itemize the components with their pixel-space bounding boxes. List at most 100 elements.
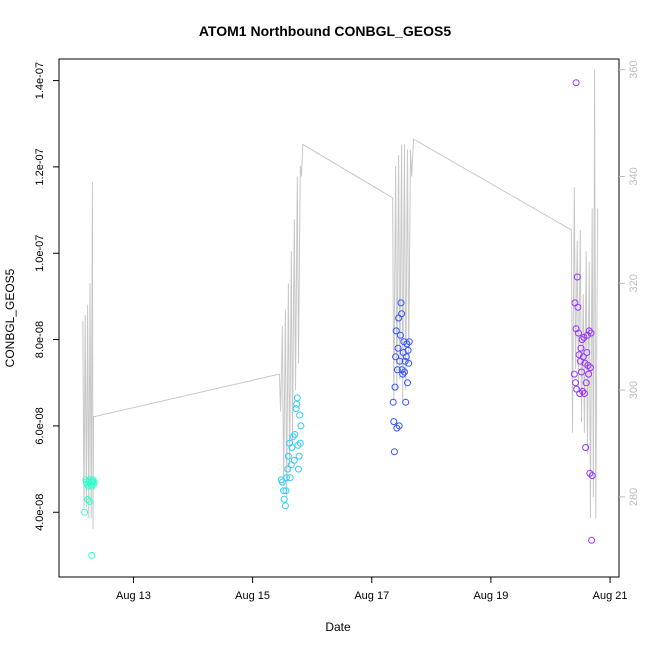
data-point-series-2 xyxy=(278,478,286,486)
data-point-series-3 xyxy=(389,398,397,406)
y2-tick-label: 360 xyxy=(628,61,640,79)
data-point-series-2 xyxy=(280,495,288,503)
data-point-series-1 xyxy=(88,551,96,559)
data-point-series-4 xyxy=(583,331,591,339)
data-point-series-4 xyxy=(580,390,588,397)
data-point-series-2 xyxy=(284,452,292,460)
data-point-series-4 xyxy=(583,349,591,356)
data-point-series-2 xyxy=(290,456,298,464)
data-point-series-3 xyxy=(398,366,406,374)
data-point-series-1 xyxy=(84,495,92,503)
data-point-series-3 xyxy=(393,366,401,374)
data-point-series-4 xyxy=(582,379,590,387)
data-point-series-4 xyxy=(575,329,582,337)
data-point-series-3 xyxy=(404,346,412,354)
data-point-series-3 xyxy=(403,340,411,348)
data-point-series-4 xyxy=(574,303,582,311)
y-tick-label: 6.0e-08 xyxy=(34,407,46,444)
data-point-series-3 xyxy=(404,379,411,387)
data-point-series-4 xyxy=(585,370,593,378)
data-point-series-3 xyxy=(401,357,409,365)
data-point-series-1 xyxy=(90,478,98,486)
data-point-series-2 xyxy=(295,465,302,473)
data-point-series-2 xyxy=(281,502,289,510)
data-point-series-4 xyxy=(573,273,581,281)
y-tick-label: 1.4e-07 xyxy=(34,62,46,99)
x-tick-label: Aug 13 xyxy=(116,590,151,602)
data-point-series-2 xyxy=(286,474,294,482)
data-point-series-3 xyxy=(395,422,403,430)
data-point-series-3 xyxy=(405,338,413,346)
data-point-series-2 xyxy=(284,465,292,473)
data-point-series-4 xyxy=(588,536,596,544)
y2-tick-label: 340 xyxy=(628,167,640,185)
x-tick-label: Aug 19 xyxy=(473,590,508,602)
data-point-series-4 xyxy=(582,444,590,451)
data-point-series-2 xyxy=(280,487,288,495)
data-point-series-2 xyxy=(293,394,301,402)
data-point-series-4 xyxy=(588,472,596,480)
data-point-series-2 xyxy=(297,422,305,430)
x-axis: Aug 13 Aug 15 Aug 17 Aug 19 Aug 21 xyxy=(116,577,628,602)
y2-tick-label: 320 xyxy=(628,274,640,292)
data-point-series-3 xyxy=(399,370,407,378)
data-point-series-4 xyxy=(572,79,580,87)
data-point-series-3 xyxy=(397,299,405,307)
data-point-series-4 xyxy=(585,327,593,335)
y2-axis: 280 300 320 340 360 xyxy=(619,61,640,506)
x-tick-label: Aug 21 xyxy=(593,590,628,602)
y2-tick-label: 300 xyxy=(628,381,640,399)
data-point-series-3 xyxy=(390,418,398,426)
plot-frame xyxy=(58,58,620,578)
y2-tick-label: 280 xyxy=(628,488,640,506)
data-point-series-4 xyxy=(570,370,578,378)
data-point-series-4 xyxy=(579,387,587,395)
y-tick-label: 1.0e-07 xyxy=(34,235,46,272)
data-point-series-4 xyxy=(586,469,594,477)
data-point-series-3 xyxy=(391,383,399,391)
data-point-series-4 xyxy=(579,353,587,361)
chart-title: ATOM1 Northbound CONBGL_GEOS5 xyxy=(199,23,451,39)
data-point-series-3 xyxy=(392,353,400,361)
data-point-series-2 xyxy=(292,405,300,413)
data-point-series-4 xyxy=(587,329,595,337)
data-point-series-2 xyxy=(289,433,297,441)
data-point-series-3 xyxy=(392,327,400,335)
data-point-series-2 xyxy=(283,474,291,482)
data-point-series-3 xyxy=(401,368,408,376)
data-point-series-3 xyxy=(402,353,410,361)
data-point-series-2 xyxy=(293,400,301,408)
x-tick-label: Aug 15 xyxy=(235,590,270,602)
data-point-series-2 xyxy=(296,411,304,419)
secondary-series-line xyxy=(82,69,599,529)
x-axis-label: Date xyxy=(325,620,351,634)
y-tick-label: 8.0e-08 xyxy=(34,321,46,358)
data-point-series-3 xyxy=(396,331,404,339)
secondary-line-layer xyxy=(82,69,599,529)
data-point-series-4 xyxy=(580,333,588,341)
data-point-series-2 xyxy=(291,431,299,438)
data-point-series-3 xyxy=(398,310,406,318)
points-layer xyxy=(81,79,596,559)
y-axis: 4.0e-08 6.0e-08 8.0e-08 1.0e-07 1.2e-07 1.4e-… xyxy=(34,62,59,531)
y-tick-label: 4.0e-08 xyxy=(34,494,46,531)
data-point-series-4 xyxy=(578,336,586,344)
data-point-series-4 xyxy=(586,364,594,372)
data-point-series-3 xyxy=(402,398,410,406)
data-point-series-1 xyxy=(85,498,93,505)
data-point-series-2 xyxy=(288,444,296,451)
data-point-series-4 xyxy=(572,379,579,387)
data-point-series-3 xyxy=(393,424,401,432)
data-point-series-1 xyxy=(81,508,89,516)
data-point-series-4 xyxy=(575,351,583,359)
data-point-series-4 xyxy=(577,344,585,352)
y-axis-label: CONBGL_GEOS5 xyxy=(3,268,17,367)
data-point-series-3 xyxy=(390,448,398,456)
data-point-series-2 xyxy=(282,487,290,495)
data-point-series-2 xyxy=(295,452,303,460)
data-point-series-3 xyxy=(405,359,413,367)
y-tick-label: 1.2e-07 xyxy=(34,148,46,185)
x-tick-label: Aug 17 xyxy=(354,590,389,602)
